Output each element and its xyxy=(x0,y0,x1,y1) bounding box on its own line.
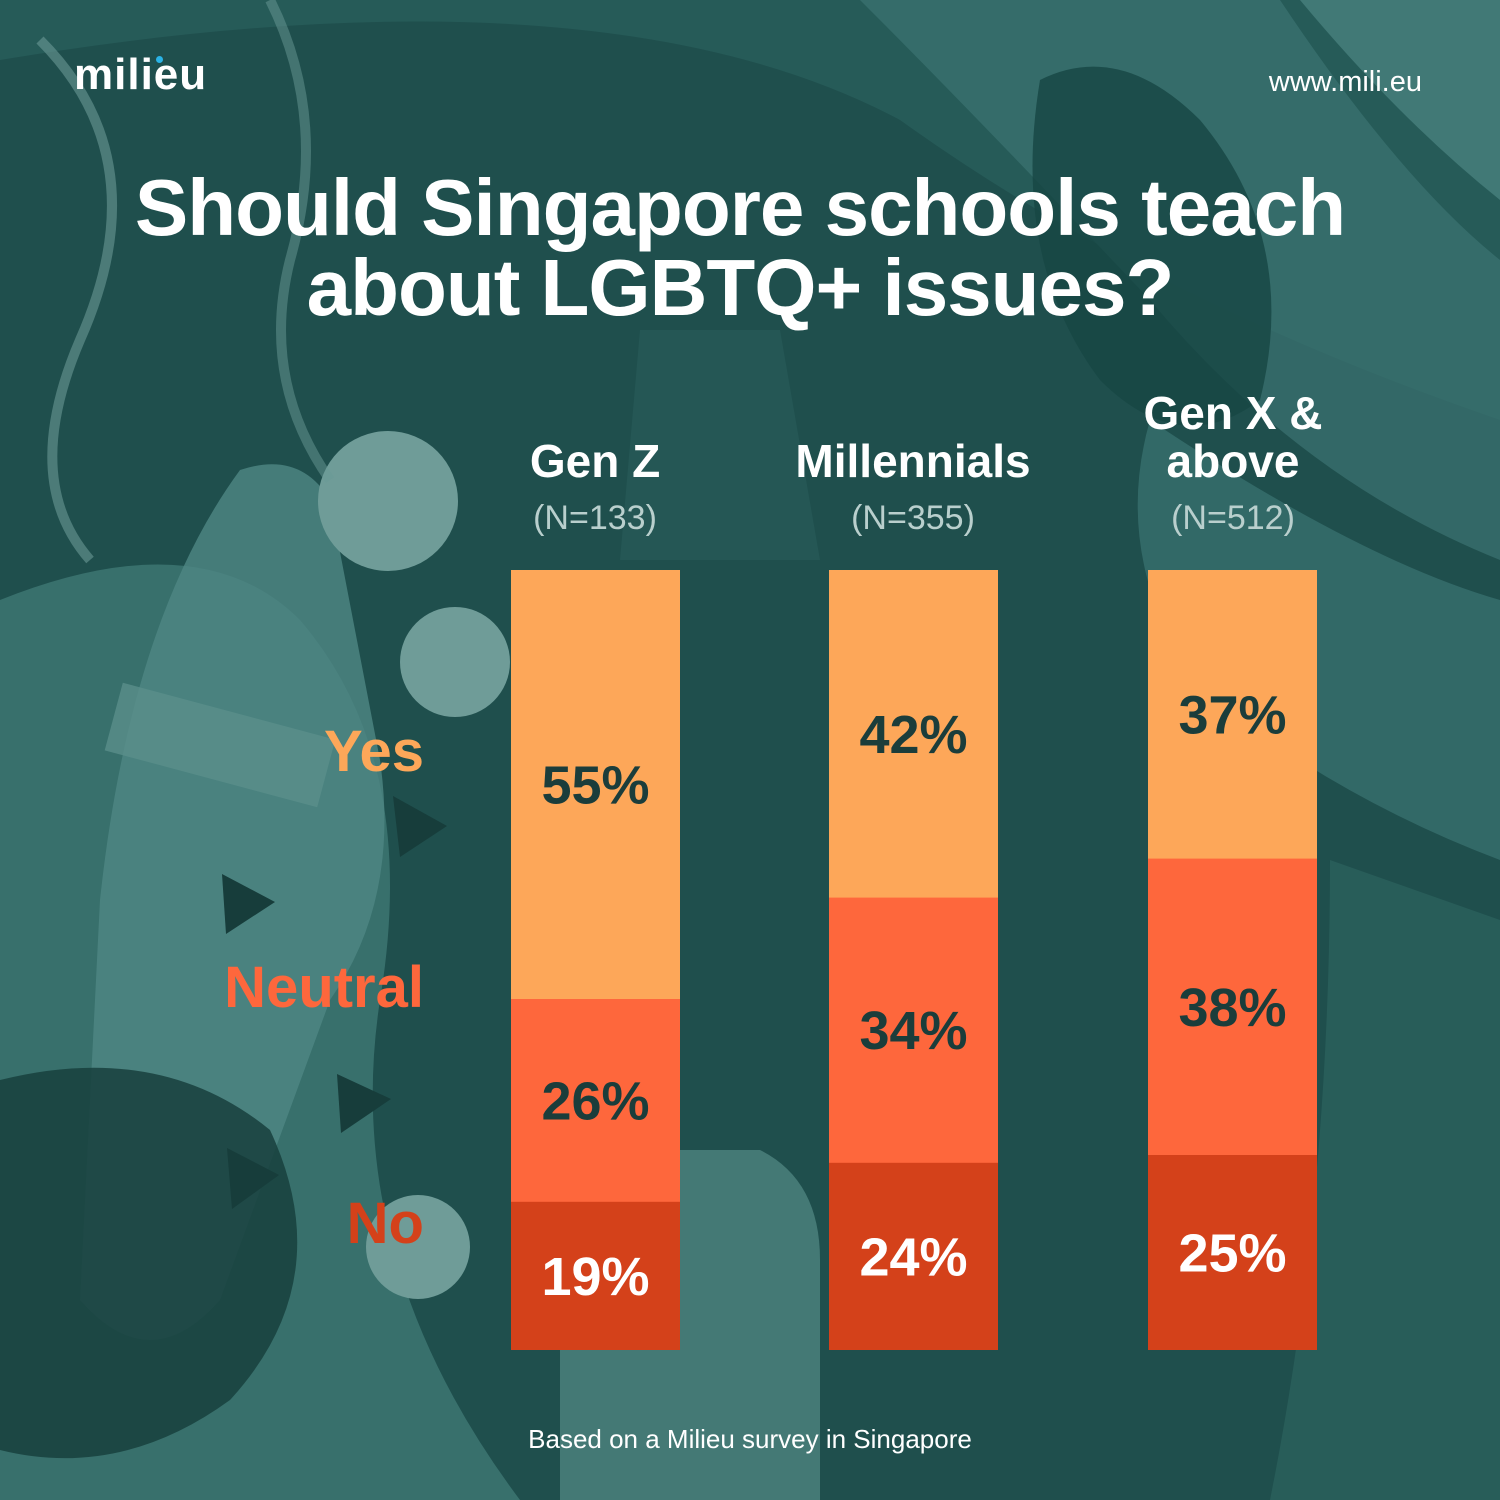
column-sample-size: (N=355) xyxy=(851,499,975,537)
legend-label-yes: Yes xyxy=(324,719,424,784)
column-name: Millennials xyxy=(795,435,1031,487)
data-label-yes-1: 42% xyxy=(859,705,967,765)
column-header-millennials: Millennials (N=355) xyxy=(763,436,1063,540)
chart-title: Should Singapore schools teach about LGB… xyxy=(100,168,1380,328)
bar-segment-yes-1 xyxy=(829,570,998,899)
column-header-gen-z: Gen Z (N=133) xyxy=(445,436,745,540)
bar-segment-no-2 xyxy=(1148,1155,1317,1350)
data-label-neutral-0: 26% xyxy=(541,1071,649,1131)
bar-segment-neutral-2 xyxy=(1148,858,1317,1156)
bar-segment-no-0 xyxy=(511,1201,680,1350)
legend-label-no: No xyxy=(346,1191,424,1256)
footer-source: Based on a Milieu survey in Singapore xyxy=(528,1424,972,1454)
bar-segment-yes-0 xyxy=(511,570,680,1000)
data-label-no-2: 25% xyxy=(1178,1224,1286,1284)
bar-segment-neutral-1 xyxy=(829,897,998,1164)
column-sample-size: (N=133) xyxy=(533,499,657,537)
data-label-neutral-2: 38% xyxy=(1178,978,1286,1038)
legend-label-neutral: Neutral xyxy=(224,955,424,1020)
column-name: Gen Z xyxy=(529,435,661,487)
column-header-gen-x: Gen X & above (N=512) xyxy=(1083,388,1383,540)
column-name-line-1: Gen X & xyxy=(1143,387,1323,439)
data-label-yes-0: 55% xyxy=(541,756,649,816)
column-name-line-2: above xyxy=(1166,435,1300,487)
bar-segment-no-1 xyxy=(829,1162,998,1350)
bar-segment-yes-2 xyxy=(1148,570,1317,860)
data-label-yes-2: 37% xyxy=(1178,685,1286,745)
logo-dot-icon xyxy=(156,56,163,63)
title-line-1: Should Singapore schools teach xyxy=(134,163,1346,252)
column-sample-size: (N=512) xyxy=(1171,499,1295,537)
title-line-2: about LGBTQ+ issues? xyxy=(306,243,1175,332)
milieu-logo: milieu xyxy=(74,50,208,99)
website-url: www.mili.eu xyxy=(1268,66,1422,98)
data-label-no-1: 24% xyxy=(859,1227,967,1287)
bar-segment-neutral-0 xyxy=(511,999,680,1203)
data-label-no-0: 19% xyxy=(541,1247,649,1307)
data-label-neutral-1: 34% xyxy=(859,1001,967,1061)
